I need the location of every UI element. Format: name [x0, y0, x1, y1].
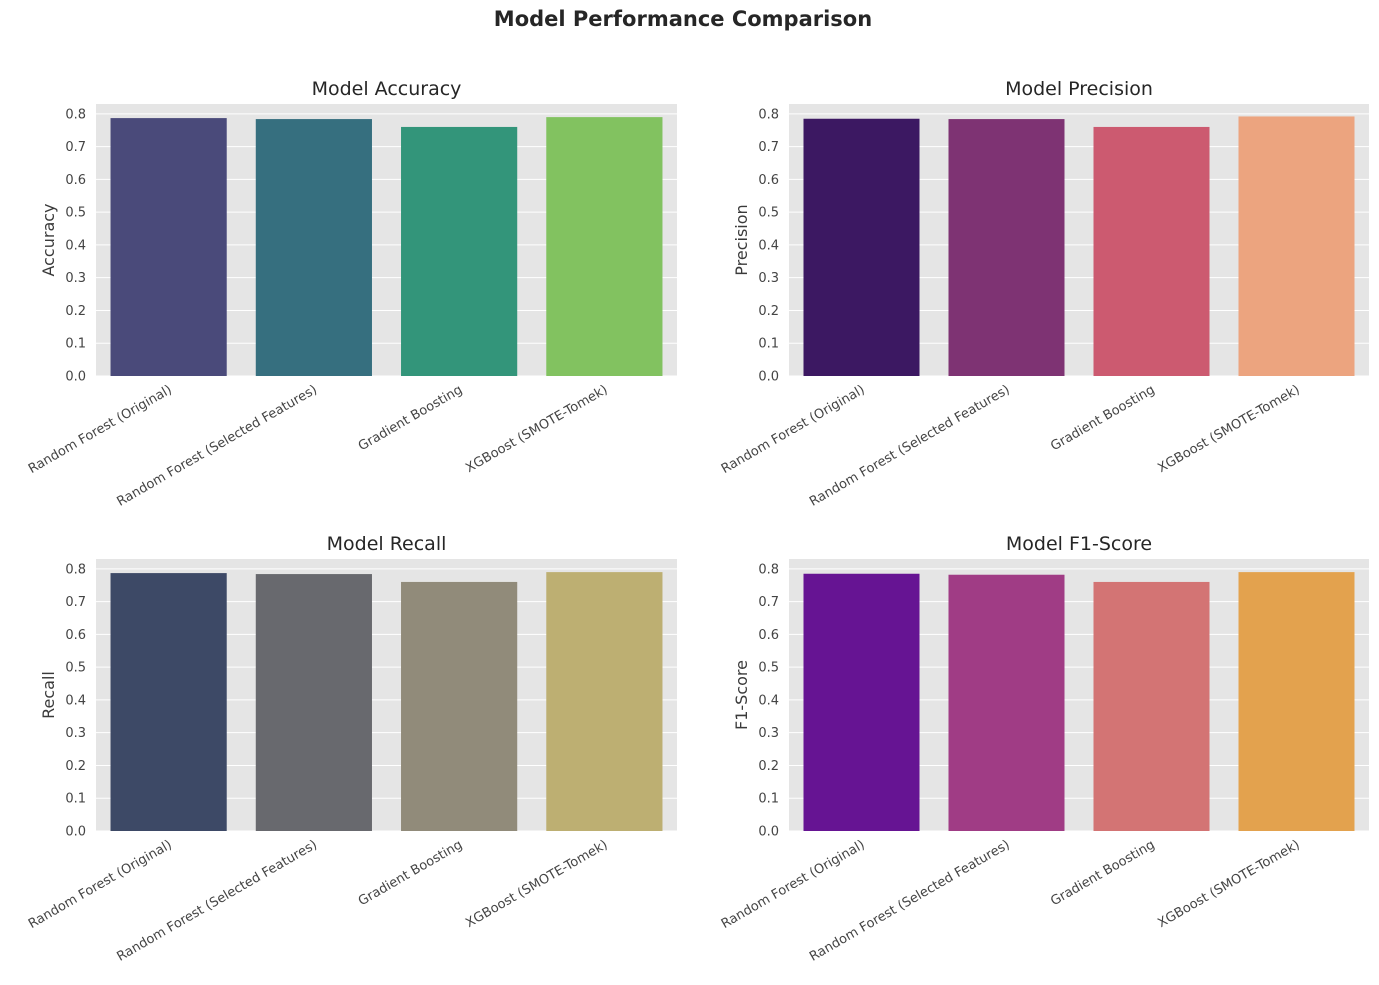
y-tick-label: 0.0 — [65, 825, 86, 840]
y-tick-label: 0.8 — [65, 107, 86, 122]
y-tick-label: 0.6 — [65, 628, 86, 643]
chart-panel-3: 0.0 0.1 0.2 0.3 0.4 0.5 0.6 0.7 0.8 Random Forest… — [26, 533, 677, 965]
x-tick-label: XGBoost (SMOTE-Tomek) — [463, 382, 610, 476]
bar-4 — [546, 117, 663, 377]
y-tick-label: 0.8 — [758, 562, 779, 577]
y-tick-label: 0.6 — [758, 173, 779, 188]
y-tick-label: 0.4 — [758, 693, 779, 708]
y-tick-label: 0.3 — [758, 726, 779, 741]
y-axis-label: F1-Score — [732, 660, 751, 730]
bar-3 — [1093, 581, 1210, 831]
y-tick-label: 0.4 — [65, 693, 86, 708]
y-tick-label: 0.8 — [758, 107, 779, 122]
x-tick-label: XGBoost (SMOTE-Tomek) — [1155, 837, 1302, 931]
bar-1 — [803, 573, 920, 831]
bar-2 — [948, 119, 1065, 376]
bar-1 — [110, 573, 227, 831]
y-tick-label: 0.5 — [758, 661, 779, 676]
y-tick-label: 0.6 — [758, 628, 779, 643]
y-tick-label: 0.2 — [758, 304, 779, 319]
chart-panel-2: 0.0 0.1 0.2 0.3 0.4 0.5 0.6 0.7 0.8 Random Forest… — [719, 78, 1369, 510]
x-tick-label: Gradient Boosting — [1048, 837, 1157, 909]
x-tick-label: Gradient Boosting — [1048, 382, 1157, 454]
y-tick-label: 0.7 — [758, 140, 779, 155]
x-tick-label: Random Forest (Original) — [719, 382, 868, 476]
y-tick-label: 0.7 — [758, 595, 779, 610]
panel-title: Model F1-Score — [1006, 533, 1152, 555]
x-tick-label: Gradient Boosting — [356, 837, 465, 909]
y-tick-label: 0.4 — [758, 238, 779, 253]
y-tick-label: 0.2 — [758, 759, 779, 774]
x-tick-label: XGBoost (SMOTE-Tomek) — [463, 837, 610, 931]
bar-3 — [1093, 126, 1210, 376]
bar-1 — [803, 118, 920, 377]
panel-title: Model Precision — [1005, 78, 1153, 100]
y-tick-label: 0.7 — [65, 595, 86, 610]
x-tick-label: Random Forest (Original) — [719, 837, 868, 931]
y-tick-label: 0.3 — [65, 271, 86, 286]
y-tick-label: 0.5 — [65, 206, 86, 221]
y-tick-label: 0.5 — [758, 206, 779, 221]
bar-2 — [948, 574, 1065, 831]
y-tick-label: 0.1 — [65, 792, 86, 807]
chart-panel-1: 0.0 0.1 0.2 0.3 0.4 0.5 0.6 0.7 0.8 Random Forest… — [26, 78, 677, 510]
y-tick-label: 0.3 — [65, 726, 86, 741]
figure-title: Model Performance Comparison — [494, 7, 872, 31]
y-axis-label: Accuracy — [39, 203, 58, 276]
y-tick-label: 0.1 — [758, 792, 779, 807]
panel-title: Model Recall — [327, 533, 447, 555]
bar-2 — [255, 574, 372, 831]
chart-panel-4: 0.0 0.1 0.2 0.3 0.4 0.5 0.6 0.7 0.8 Random Forest… — [719, 533, 1369, 965]
y-tick-label: 0.4 — [65, 238, 86, 253]
y-tick-label: 0.7 — [65, 140, 86, 155]
bar-4 — [1238, 572, 1355, 831]
y-tick-label: 0.2 — [65, 759, 86, 774]
y-tick-label: 0.0 — [758, 825, 779, 840]
x-tick-label: Random Forest (Original) — [26, 837, 175, 931]
bar-4 — [1238, 116, 1355, 377]
y-tick-label: 0.1 — [758, 337, 779, 352]
y-tick-label: 0.5 — [65, 661, 86, 676]
y-tick-label: 0.1 — [65, 337, 86, 352]
y-tick-label: 0.0 — [65, 370, 86, 385]
bar-2 — [255, 119, 372, 376]
bar-3 — [401, 126, 518, 376]
y-tick-label: 0.6 — [65, 173, 86, 188]
y-axis-label: Precision — [732, 204, 751, 275]
x-tick-label: XGBoost (SMOTE-Tomek) — [1155, 382, 1302, 476]
bar-1 — [110, 118, 227, 377]
x-tick-label: Random Forest (Original) — [26, 382, 175, 476]
y-tick-label: 0.3 — [758, 271, 779, 286]
y-tick-label: 0.2 — [65, 304, 86, 319]
y-tick-label: 0.0 — [758, 370, 779, 385]
panel-title: Model Accuracy — [312, 78, 462, 100]
x-tick-label: Gradient Boosting — [356, 382, 465, 454]
bar-3 — [401, 581, 518, 831]
y-tick-label: 0.8 — [65, 562, 86, 577]
y-axis-label: Recall — [39, 671, 58, 719]
bar-4 — [546, 572, 663, 831]
